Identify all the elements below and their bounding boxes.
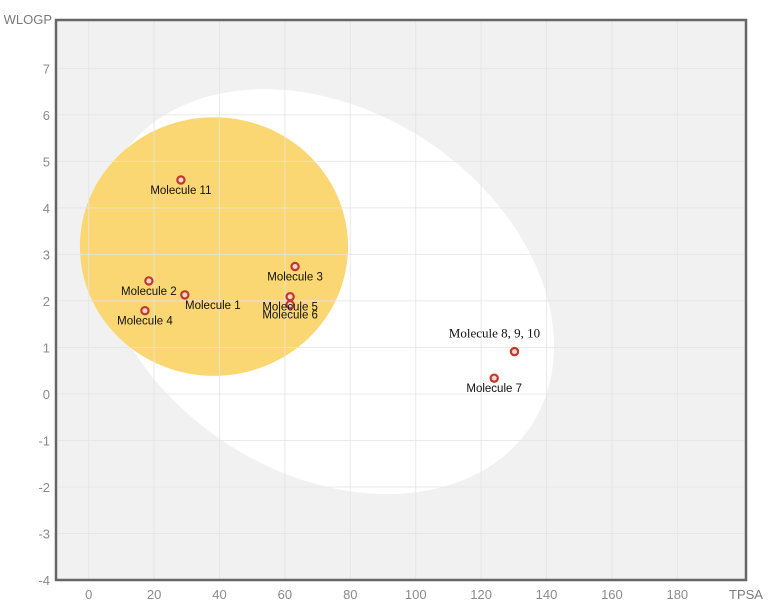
data-point[interactable]	[285, 299, 295, 310]
data-point-label: Molecule 6	[262, 310, 318, 322]
data-point-label: Molecule 2	[121, 286, 177, 298]
data-point-label: Molecule 7	[466, 383, 522, 395]
x-tick-label: 80	[343, 587, 357, 602]
x-tick-label: 40	[212, 587, 226, 602]
data-point-label: Molecule 1	[185, 300, 241, 312]
plot-frame	[54, 18, 748, 582]
data-point[interactable]	[176, 175, 186, 185]
y-tick-label: 0	[43, 387, 50, 402]
x-tick-label: 120	[470, 587, 492, 602]
y-tick-label: -4	[38, 573, 50, 588]
x-tick-label: 160	[601, 587, 623, 602]
y-tick-label: 4	[43, 201, 50, 216]
data-point[interactable]	[285, 292, 295, 302]
x-tick-label: 60	[278, 587, 292, 602]
data-point-label: Molecule 5	[262, 302, 318, 314]
data-point[interactable]	[290, 261, 300, 272]
x-tick-label: 20	[147, 587, 161, 602]
y-tick-label: -3	[38, 526, 50, 541]
data-point[interactable]	[180, 290, 190, 300]
data-point-label: Molecule 11	[150, 185, 211, 197]
y-tick-label: 3	[43, 247, 50, 262]
yolk-region	[79, 117, 349, 376]
data-point-label: Molecule 4	[117, 316, 173, 328]
y-tick-label: 7	[43, 61, 50, 76]
y-tick-label: 2	[43, 294, 50, 309]
y-axis-title: WLOGP	[4, 12, 52, 27]
data-point-label: Molecule 3	[267, 272, 323, 284]
x-tick-label: 100	[405, 587, 427, 602]
data-point[interactable]	[140, 305, 150, 316]
y-tick-label: 5	[43, 154, 50, 169]
data-point[interactable]	[489, 373, 499, 383]
x-axis-title: TPSA	[729, 587, 763, 602]
y-tick-label: 6	[43, 108, 50, 123]
x-tick-label: 180	[666, 587, 688, 602]
y-tick-label: 1	[43, 340, 50, 355]
y-tick-label: -2	[38, 480, 50, 495]
y-tick-label: -1	[38, 433, 50, 448]
x-tick-label: 0	[85, 587, 92, 602]
data-point[interactable]	[144, 276, 154, 286]
x-tick-label: 140	[536, 587, 558, 602]
data-point[interactable]	[509, 346, 520, 357]
data-point-label: Molecule 8, 9, 10	[449, 326, 540, 341]
